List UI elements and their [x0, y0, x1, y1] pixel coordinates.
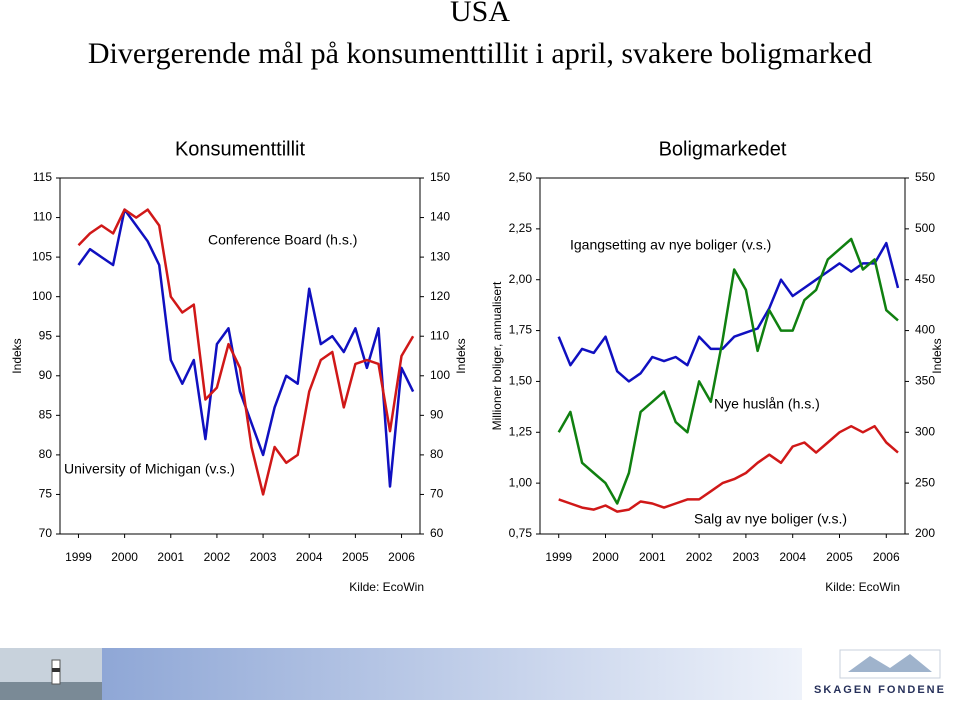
y-tick-label: 1,75	[509, 323, 533, 337]
series-label: University of Michigan (v.s.)	[64, 461, 235, 477]
y-tick-label: 115	[33, 170, 52, 184]
y2-tick-label: 350	[915, 374, 935, 388]
page-subtitle: Divergerende mål på konsumenttillit i ap…	[88, 37, 872, 70]
y-tick-label: 1,50	[509, 374, 533, 388]
footer-band	[102, 648, 802, 700]
y2-tick-label: 80	[430, 447, 444, 461]
y-tick-label: 75	[39, 487, 53, 501]
y2-tick-label: 130	[430, 249, 450, 263]
series-label: Conference Board (h.s.)	[208, 232, 357, 248]
source-note: Kilde: EcoWin	[349, 580, 424, 594]
y-tick-label: 1,00	[509, 475, 533, 489]
y-axis-label: Indeks	[10, 338, 24, 373]
series-label: Nye huslån (h.s.)	[714, 396, 820, 412]
logo-mountains	[848, 654, 932, 672]
x-tick-label: 1999	[65, 550, 92, 564]
x-tick-label: 2000	[592, 550, 619, 564]
y2-tick-label: 400	[915, 323, 935, 337]
y-tick-label: 1,25	[509, 424, 533, 438]
y2-axis-label: Indeks	[454, 338, 468, 373]
y-tick-label: 100	[32, 289, 52, 303]
y2-tick-label: 300	[915, 424, 935, 438]
y-axis-label: Millioner boliger, annualisert	[490, 281, 504, 430]
plot-frame	[59, 177, 421, 535]
y-tick-label: 2,00	[509, 272, 533, 286]
x-tick-label: 2002	[204, 550, 231, 564]
y2-tick-label: 90	[430, 408, 444, 422]
y-tick-label: 95	[39, 328, 53, 342]
plot-frame	[539, 177, 906, 535]
series-label: Salg av nye boliger (v.s.)	[694, 511, 847, 527]
y-tick-label: 110	[33, 210, 52, 224]
x-tick-label: 2004	[779, 550, 806, 564]
y2-axis-label: Indeks	[930, 338, 944, 373]
y-tick-label: 2,25	[509, 221, 533, 235]
x-tick-label: 2002	[686, 550, 713, 564]
y-tick-label: 90	[39, 368, 53, 382]
y2-tick-label: 450	[915, 272, 935, 286]
y2-tick-label: 60	[430, 526, 444, 540]
x-tick-label: 1999	[545, 550, 572, 564]
y2-tick-label: 500	[915, 221, 935, 235]
y2-tick-label: 250	[915, 475, 935, 489]
x-tick-label: 2005	[826, 550, 853, 564]
series-line	[77, 208, 415, 496]
x-tick-label: 2005	[342, 550, 369, 564]
logo-text: SKAGEN FONDENE	[814, 684, 946, 696]
source-note: Kilde: EcoWin	[825, 580, 900, 594]
y-tick-label: 2,50	[509, 170, 533, 184]
x-tick-label: 2001	[639, 550, 666, 564]
x-tick-label: 2001	[157, 550, 184, 564]
y2-tick-label: 70	[430, 487, 444, 501]
footer: SKAGEN FONDENE	[0, 648, 946, 700]
y-tick-label: 70	[39, 526, 53, 540]
y-tick-label: 105	[32, 249, 52, 263]
chart-title: Boligmarkedet	[659, 138, 787, 160]
y2-tick-label: 140	[430, 210, 450, 224]
series-label: Igangsetting av nye boliger (v.s.)	[570, 237, 771, 253]
x-tick-label: 2006	[388, 550, 415, 564]
x-tick-label: 2004	[296, 550, 323, 564]
y-tick-label: 80	[39, 447, 53, 461]
x-tick-label: 2003	[733, 550, 760, 564]
y2-tick-label: 550	[915, 170, 935, 184]
y2-tick-label: 200	[915, 526, 935, 540]
series-line	[557, 241, 900, 383]
y2-tick-label: 120	[430, 289, 450, 303]
series-line	[557, 237, 899, 505]
y2-tick-label: 110	[430, 328, 449, 342]
series-line	[77, 208, 415, 488]
series-line	[558, 424, 899, 513]
logo-emblem	[839, 649, 941, 679]
x-tick-label: 2000	[111, 550, 138, 564]
y2-tick-label: 100	[430, 368, 450, 382]
y-tick-label: 85	[39, 408, 53, 422]
x-tick-label: 2003	[250, 550, 277, 564]
page-title: USA	[450, 0, 510, 28]
x-tick-label: 2006	[873, 550, 900, 564]
rocks	[0, 682, 102, 700]
chart-title: Konsumenttillit	[175, 138, 306, 160]
y-tick-label: 0,75	[509, 526, 533, 540]
lighthouse-stripe	[52, 668, 60, 672]
y2-tick-label: 150	[430, 170, 450, 184]
